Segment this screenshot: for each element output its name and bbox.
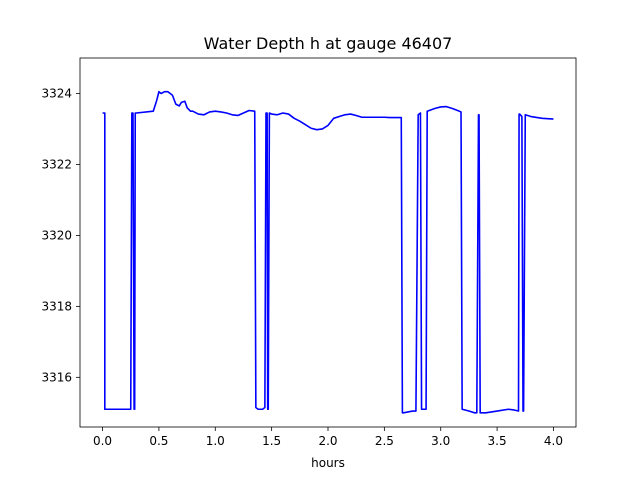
y-tick-label: 3322 (41, 157, 72, 171)
x-tick-label: 2.0 (318, 434, 337, 448)
plot-series-group (102, 90, 554, 414)
y-tick-label: 3316 (41, 370, 72, 384)
series-line-0 (102, 90, 554, 414)
y-axis: 3316 3318 3320 3322 3324 (41, 86, 80, 384)
y-tick-label: 3318 (41, 299, 72, 313)
plot-area-frame (79, 57, 577, 428)
x-tick-label: 1.5 (262, 434, 281, 448)
x-axis: 0.0 0.5 1.0 1.5 2.0 2.5 3.0 3.5 4.0 (93, 427, 563, 448)
x-tick-label: 2.5 (375, 434, 394, 448)
x-axis-label: hours (311, 456, 345, 470)
x-tick-label: 4.0 (544, 434, 563, 448)
x-tick-label: 0.0 (93, 434, 112, 448)
x-tick-label: 3.0 (431, 434, 450, 448)
chart-title: Water Depth h at gauge 46407 (204, 34, 453, 53)
x-tick-label: 0.5 (149, 434, 168, 448)
x-tick-label: 3.5 (488, 434, 507, 448)
x-tick-label: 1.0 (206, 434, 225, 448)
y-tick-label: 3320 (41, 228, 72, 242)
y-tick-label: 3324 (41, 86, 72, 100)
